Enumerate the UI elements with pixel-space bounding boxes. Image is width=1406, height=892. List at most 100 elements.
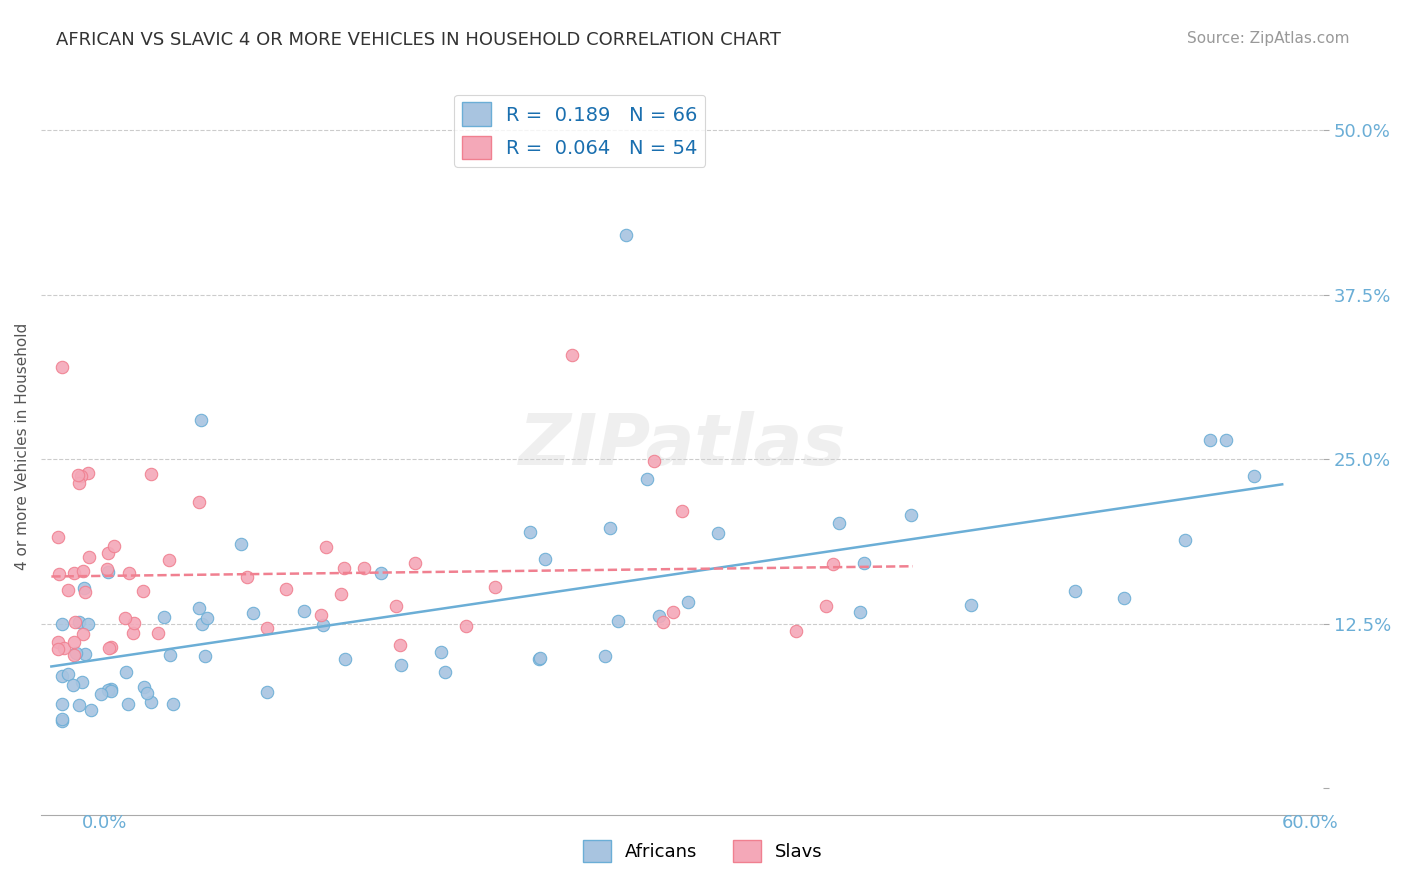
Point (134, 680, 156, 694)
Point (333, 652, 356, 666)
Point (434, 665, 457, 679)
Point (534, 551, 557, 566)
Point (157, 553, 180, 567)
Point (607, 615, 630, 629)
Point (256, 685, 278, 699)
Point (651, 615, 673, 629)
Point (67, 698, 90, 712)
Point (51, 714, 73, 728)
Point (236, 569, 259, 583)
Point (959, 598, 981, 612)
Point (678, 595, 700, 609)
Point (1063, 583, 1085, 598)
Point (333, 561, 356, 575)
Point (529, 651, 551, 665)
Point (117, 566, 139, 580)
Point (70, 675, 93, 690)
Point (292, 604, 315, 618)
Point (73, 648, 96, 662)
Point (187, 601, 209, 615)
Text: AFRICAN VS SLAVIC 4 OR MORE VEHICLES IN HOUSEHOLD CORRELATION CHART: AFRICAN VS SLAVIC 4 OR MORE VEHICLES IN … (56, 31, 782, 49)
Point (89, 687, 111, 701)
Point (75, 584, 97, 599)
Point (132, 583, 155, 598)
Point (62, 678, 84, 692)
Point (97, 566, 120, 580)
Point (330, 587, 353, 601)
Point (67, 476, 90, 491)
Point (65, 646, 87, 660)
Point (62, 566, 84, 580)
Point (242, 606, 264, 620)
Point (593, 649, 616, 664)
Point (456, 619, 478, 633)
Point (648, 608, 671, 623)
Point (141, 696, 163, 710)
Point (309, 608, 332, 623)
Text: ZIPatlas: ZIPatlas (519, 411, 846, 481)
Point (256, 621, 278, 635)
Point (97, 683, 120, 698)
Point (662, 605, 685, 619)
Point (73, 581, 96, 595)
Point (58, 582, 80, 597)
Point (46, 530, 69, 544)
Point (115, 665, 138, 679)
Point (77, 467, 100, 481)
Point (100, 683, 122, 698)
Point (643, 454, 665, 468)
Point (100, 640, 122, 654)
Point (1243, 469, 1265, 483)
Point (195, 611, 218, 625)
Point (152, 609, 174, 624)
Point (519, 525, 541, 540)
Point (69, 469, 91, 483)
Point (599, 521, 621, 535)
Point (190, 413, 212, 427)
Point (67, 615, 90, 629)
Point (311, 617, 333, 632)
Point (707, 526, 730, 541)
Point (51, 669, 73, 683)
Point (484, 580, 506, 594)
Point (58, 666, 80, 681)
Point (191, 617, 214, 632)
Point (636, 472, 658, 486)
Point (53, 640, 76, 655)
Point (48, 566, 70, 581)
Point (849, 606, 872, 620)
Point (63, 648, 86, 662)
Point (114, 611, 136, 625)
Point (51, 697, 73, 711)
Point (194, 648, 217, 663)
Point (63, 635, 86, 649)
Legend: Africans, Slavs: Africans, Slavs (576, 833, 830, 870)
Point (429, 645, 451, 659)
Point (821, 557, 844, 571)
Point (72, 626, 94, 640)
Point (561, 348, 583, 362)
Point (159, 648, 181, 662)
Point (139, 467, 162, 481)
Point (529, 651, 551, 665)
Point (96, 562, 118, 576)
Point (51, 359, 73, 374)
Point (814, 599, 837, 613)
Point (122, 625, 145, 640)
Point (67, 468, 90, 483)
Point (77, 549, 100, 564)
Text: Source: ZipAtlas.com: Source: ZipAtlas.com (1187, 31, 1350, 46)
Point (404, 556, 426, 570)
Point (72, 564, 94, 578)
Point (900, 508, 922, 522)
Point (79, 703, 101, 717)
Point (388, 638, 411, 652)
Point (97, 545, 120, 559)
Point (785, 624, 807, 638)
Point (1215, 433, 1237, 447)
Point (148, 626, 170, 640)
Point (46, 641, 69, 656)
Point (103, 539, 125, 553)
Point (1199, 433, 1222, 447)
Y-axis label: 4 or more Vehicles in Household: 4 or more Vehicles in Household (15, 322, 30, 570)
